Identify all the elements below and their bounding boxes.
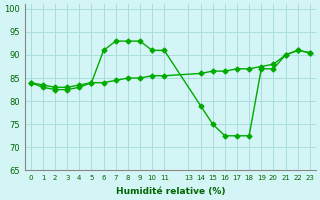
X-axis label: Humidité relative (%): Humidité relative (%): [116, 187, 225, 196]
